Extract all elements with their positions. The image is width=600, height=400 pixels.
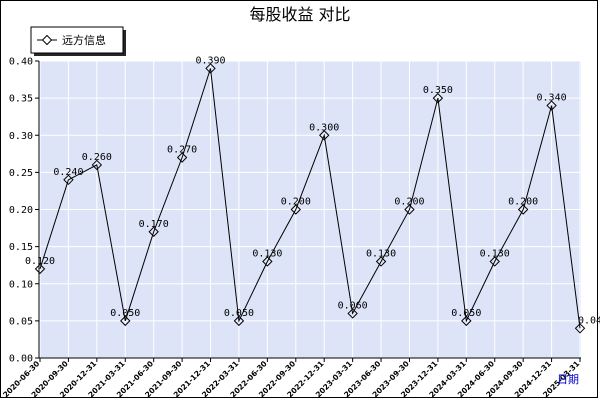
data-label: 0.050 <box>224 308 254 319</box>
y-tick-label: 0.10 <box>9 279 33 290</box>
data-label: 0.300 <box>309 122 339 133</box>
series-line-layer <box>39 68 581 329</box>
data-label: 0.200 <box>508 197 538 208</box>
data-point-marker <box>233 315 245 327</box>
data-label: 0.260 <box>82 152 112 163</box>
data-point-marker <box>489 256 500 267</box>
data-point-marker <box>517 204 529 215</box>
data-point-marker <box>262 256 273 267</box>
data-point-marker <box>375 256 387 267</box>
data-label: 0.340 <box>537 93 567 104</box>
y-tick-label: 0.30 <box>9 131 33 142</box>
data-label: 0.050 <box>451 308 481 319</box>
data-label: 0.390 <box>195 55 225 66</box>
data-point-marker <box>290 204 301 215</box>
data-label: 0.170 <box>139 219 169 230</box>
y-tick-label: 0.40 <box>9 57 33 68</box>
y-tick-label: 0.35 <box>9 94 33 105</box>
data-point-marker <box>120 315 131 327</box>
data-point-marker <box>148 226 159 237</box>
data-label: 0.120 <box>25 256 55 267</box>
data-labels: 0.120 0.240 0.260 0.050 0.170 0.270 0.390 0.050… <box>25 55 600 326</box>
y-tick-label: 0.05 <box>9 316 33 327</box>
data-label: 0.130 <box>480 248 510 259</box>
legend-diamond-marker-icon <box>41 34 53 46</box>
x-axis-tick-labels: 2020-06-302020-09-302020-12-312021-03-31… <box>1 358 581 399</box>
series-line <box>39 68 581 329</box>
grid-lines <box>39 60 581 359</box>
legend: 远方信息 <box>30 26 126 56</box>
data-point-marker <box>205 63 216 74</box>
data-label: 0.200 <box>394 197 424 208</box>
data-point-marker <box>574 323 586 334</box>
data-label: 0.050 <box>110 308 140 319</box>
y-tick-label: 0.00 <box>9 354 33 365</box>
y-axis-tick-labels: 0.00 0.05 0.10 0.15 0.20 0.25 0.30 0.35 0.40 <box>9 57 39 365</box>
data-point-marker <box>319 130 330 141</box>
data-label: 0.060 <box>338 300 368 311</box>
data-label: 0.040 <box>578 315 600 326</box>
x-axis-unit-label: 日期 <box>557 373 579 386</box>
data-point-marker <box>91 159 103 171</box>
chart-title: 每股收益 对比 <box>249 5 350 24</box>
y-tick-label: 0.15 <box>9 242 33 253</box>
data-point-marker <box>404 204 415 215</box>
data-label: 0.130 <box>252 248 282 259</box>
data-label: 0.350 <box>423 85 453 96</box>
data-label: 0.200 <box>281 197 311 208</box>
data-point-marker <box>63 174 74 186</box>
series-markers <box>34 63 586 334</box>
legend-series-label: 远方信息 <box>62 33 106 47</box>
data-label: 0.130 <box>366 248 396 259</box>
data-point-marker <box>347 308 358 319</box>
data-point-marker <box>546 100 557 111</box>
data-point-marker <box>34 263 46 275</box>
data-point-marker <box>176 152 188 163</box>
data-label: 0.240 <box>53 167 83 178</box>
data-point-marker <box>461 315 472 327</box>
data-point-marker <box>432 92 444 104</box>
y-tick-label: 0.20 <box>9 205 33 216</box>
y-tick-label: 0.25 <box>9 168 33 179</box>
data-label: 0.270 <box>167 145 197 156</box>
